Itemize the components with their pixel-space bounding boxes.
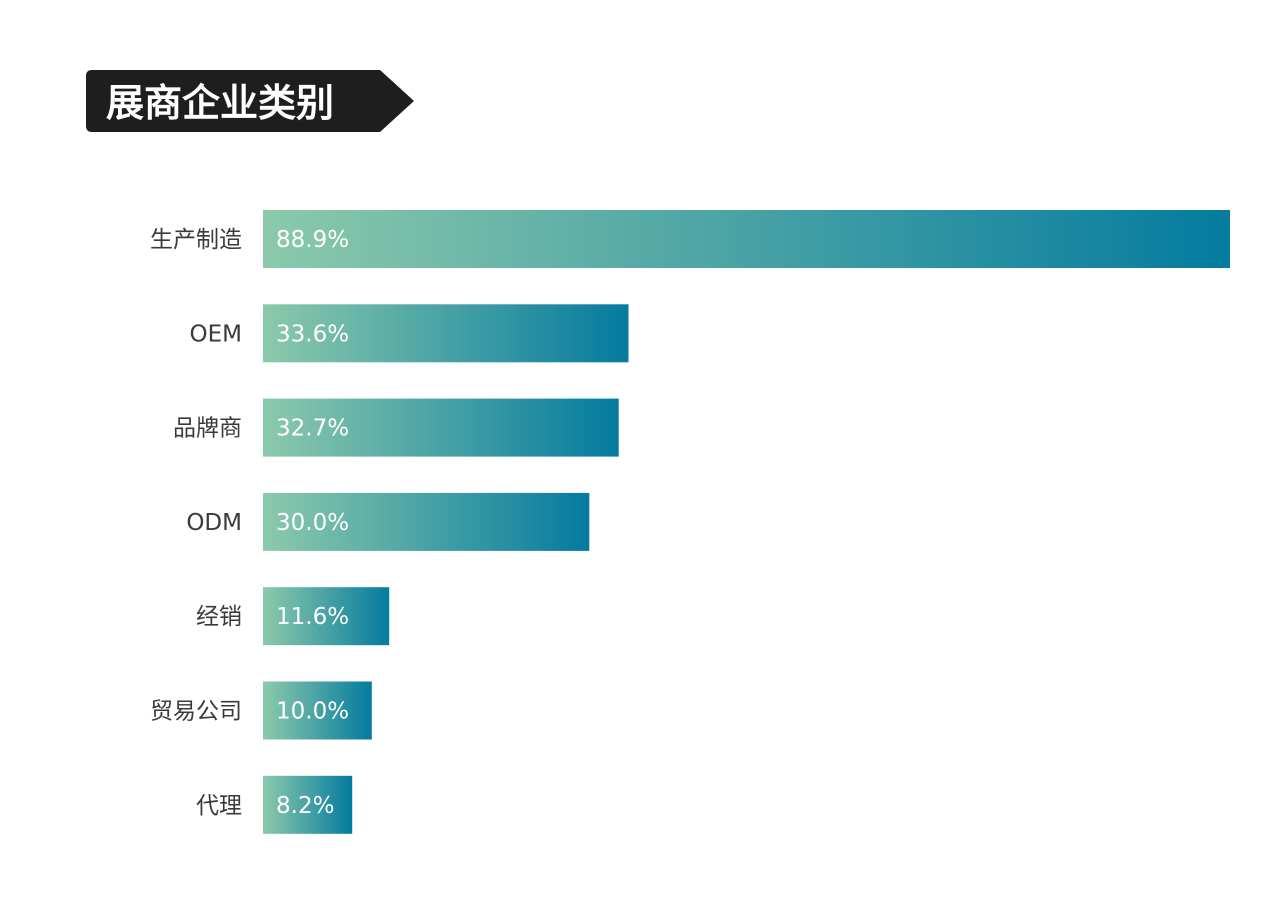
bar-6 — [263, 681, 372, 740]
category-label: 经销 — [196, 604, 242, 630]
value-label: 30.0% — [276, 510, 349, 536]
category-label: 品牌商 — [173, 416, 242, 442]
bar-7 — [263, 775, 353, 834]
chart-title-banner: 展商企业类别 — [86, 70, 414, 132]
category-label: 代理 — [196, 793, 242, 819]
value-label: 10.0% — [276, 699, 349, 725]
value-label: 33.6% — [276, 321, 349, 347]
value-label: 8.2% — [276, 793, 334, 819]
bar-5 — [263, 587, 390, 646]
bar-1 — [263, 210, 1230, 268]
category-label: 贸易公司 — [150, 699, 242, 725]
title-banner-shape — [86, 70, 414, 132]
value-label: 88.9% — [276, 227, 349, 253]
bar-3 — [263, 398, 619, 457]
category-label: 生产制造 — [150, 227, 242, 253]
bars-group: 生产制造 88.9% OEM 33.6% 品牌商 32.7% ODM 30.0% 经销 11.6%… — [150, 210, 1230, 834]
chart-title: 展商企业类别 — [106, 81, 334, 125]
category-label: ODM — [186, 510, 242, 536]
bar-2 — [263, 304, 629, 363]
category-label: OEM — [190, 321, 242, 347]
value-label: 32.7% — [276, 416, 349, 442]
value-label: 11.6% — [276, 604, 349, 630]
bar-4 — [263, 492, 590, 551]
